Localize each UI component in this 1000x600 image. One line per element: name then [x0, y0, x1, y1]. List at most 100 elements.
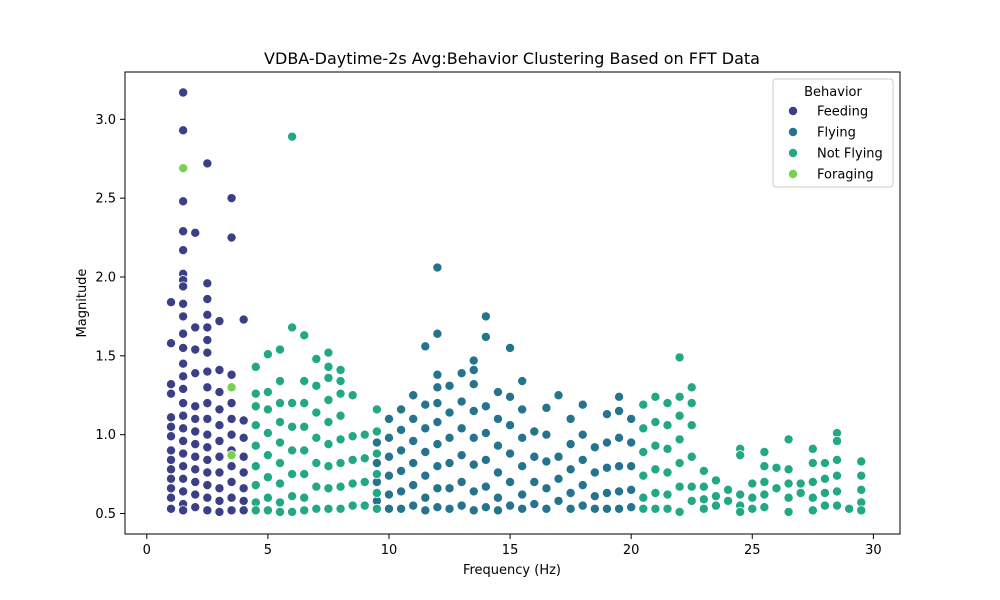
data-point — [638, 423, 649, 434]
data-point — [807, 458, 818, 469]
data-point — [202, 505, 213, 516]
data-point — [565, 439, 576, 450]
data-point — [166, 297, 177, 308]
data-point — [250, 480, 261, 491]
data-point — [480, 502, 491, 513]
data-point — [383, 413, 394, 424]
data-point — [723, 495, 734, 506]
data-point — [166, 503, 177, 514]
chart-title: VDBA-Daytime-2s Avg:Behavior Clustering … — [264, 49, 760, 68]
data-point — [323, 503, 334, 514]
y-tick-label: 0.5 — [95, 507, 116, 522]
data-point — [408, 413, 419, 424]
data-point — [214, 506, 225, 517]
data-point — [638, 492, 649, 503]
data-point — [166, 483, 177, 494]
data-point — [565, 464, 576, 475]
data-point — [432, 417, 443, 428]
data-point — [710, 475, 721, 486]
data-point — [468, 486, 479, 497]
data-point — [311, 380, 322, 391]
data-point — [432, 369, 443, 380]
data-point — [480, 428, 491, 439]
data-point — [759, 447, 770, 458]
data-point — [166, 421, 177, 432]
data-point — [832, 470, 843, 481]
data-point — [311, 458, 322, 469]
data-point — [832, 500, 843, 511]
data-point — [541, 456, 552, 467]
data-point — [262, 349, 273, 360]
data-point — [638, 399, 649, 410]
data-point — [456, 423, 467, 434]
data-point — [214, 316, 225, 327]
y-tick-label: 2.5 — [95, 192, 116, 207]
data-point — [178, 505, 189, 516]
data-point — [456, 500, 467, 511]
data-point — [614, 486, 625, 497]
data-point — [420, 492, 431, 503]
data-point — [274, 506, 285, 517]
legend-item: Foraging — [788, 168, 874, 183]
data-point — [178, 342, 189, 353]
legend-label: Flying — [817, 126, 856, 141]
series-foraging — [178, 163, 237, 461]
data-point — [238, 505, 249, 516]
data-point — [686, 382, 697, 393]
data-point — [335, 365, 346, 376]
data-point — [723, 484, 734, 495]
data-point — [832, 454, 843, 465]
data-point — [202, 454, 213, 465]
data-point — [190, 344, 201, 355]
x-tick-label: 0 — [143, 543, 151, 558]
data-point — [662, 420, 673, 431]
data-point — [202, 347, 213, 358]
data-point — [735, 506, 746, 517]
data-point — [698, 465, 709, 476]
data-point — [529, 451, 540, 462]
data-point — [347, 478, 358, 489]
data-point — [238, 432, 249, 443]
data-point — [432, 502, 443, 513]
data-point — [226, 476, 237, 487]
data-point — [698, 503, 709, 514]
data-point — [565, 487, 576, 498]
data-point — [589, 467, 600, 478]
legend-item: Not Flying — [788, 147, 883, 162]
data-point — [420, 423, 431, 434]
data-point — [178, 398, 189, 409]
legend-label: Not Flying — [817, 147, 883, 162]
data-point — [202, 492, 213, 503]
data-point — [444, 458, 455, 469]
data-point — [250, 461, 261, 472]
y-axis-label: Magnitude — [75, 269, 90, 338]
data-point — [287, 322, 298, 333]
data-point — [492, 467, 503, 478]
data-point — [287, 445, 298, 456]
data-point — [335, 458, 346, 469]
data-point — [166, 454, 177, 465]
data-point — [371, 503, 382, 514]
data-point — [614, 406, 625, 417]
x-axis-label: Frequency (Hz) — [463, 563, 561, 578]
data-point — [335, 410, 346, 421]
data-point — [601, 487, 612, 498]
data-point — [323, 439, 334, 450]
data-point — [274, 437, 285, 448]
data-point — [178, 125, 189, 136]
x-tick-label: 25 — [744, 543, 761, 558]
data-point — [674, 481, 685, 492]
data-point — [601, 462, 612, 473]
data-point — [383, 432, 394, 443]
data-point — [202, 278, 213, 289]
data-point — [166, 388, 177, 399]
data-point — [674, 410, 685, 421]
data-point — [214, 387, 225, 398]
data-point — [371, 426, 382, 437]
data-point — [747, 478, 758, 489]
data-point — [674, 434, 685, 445]
data-point — [202, 429, 213, 440]
data-point — [359, 429, 370, 440]
x-tick-label: 30 — [865, 543, 882, 558]
